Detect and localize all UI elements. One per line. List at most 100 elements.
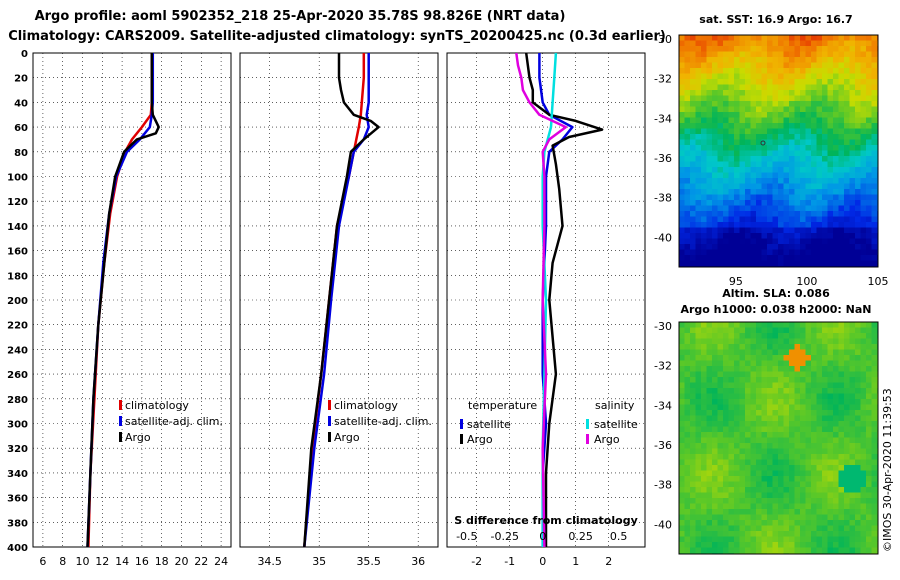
sst-cell xyxy=(695,62,702,69)
sla-cell xyxy=(761,525,768,532)
sla-cell xyxy=(838,333,845,340)
sla-cell xyxy=(723,536,730,543)
sla-cell xyxy=(822,399,829,406)
sla-cell xyxy=(734,371,741,378)
sst-cell xyxy=(844,145,851,152)
sla-cell xyxy=(783,426,790,433)
sst-cell xyxy=(794,123,801,130)
sst-cell xyxy=(756,73,763,80)
sst-cell xyxy=(728,40,735,47)
sst-cell xyxy=(701,128,708,135)
sla-cell xyxy=(728,410,735,417)
sst-cell xyxy=(789,167,796,174)
sst-cell xyxy=(750,161,757,168)
sst-cell xyxy=(723,260,730,267)
sst-cell xyxy=(690,106,697,113)
sla-cell xyxy=(794,547,801,554)
sla-cell xyxy=(838,547,845,554)
sla-cell xyxy=(767,531,774,538)
sla-cell xyxy=(734,536,741,543)
sla-cell xyxy=(706,459,713,466)
sla-cell xyxy=(811,404,818,411)
sla-cell xyxy=(690,492,697,499)
sst-cell xyxy=(855,260,862,267)
sst-cell xyxy=(778,68,785,75)
sst-cell xyxy=(756,95,763,102)
sst-cell xyxy=(866,79,873,86)
sla-cell xyxy=(800,476,807,483)
sla-cell xyxy=(739,432,746,439)
sla-cell xyxy=(767,547,774,554)
sla-cell xyxy=(679,371,686,378)
sla-cell xyxy=(794,344,801,351)
sst-cell xyxy=(690,238,697,245)
sst-cell xyxy=(745,156,752,163)
sla-cell xyxy=(728,421,735,428)
sst-cell xyxy=(838,156,845,163)
sst-cell xyxy=(871,172,878,179)
sla-cell xyxy=(822,344,829,351)
sst-cell xyxy=(761,156,768,163)
sst-cell xyxy=(739,112,746,119)
sst-cell xyxy=(811,189,818,196)
sla-cell xyxy=(811,338,818,345)
sla-cell xyxy=(844,476,851,483)
sst-cell xyxy=(772,172,779,179)
sla-cell xyxy=(783,525,790,532)
sla-cell xyxy=(706,410,713,417)
sst-cell xyxy=(728,216,735,223)
sla-cell xyxy=(866,525,873,532)
sla-cell xyxy=(778,437,785,444)
sla-cell xyxy=(778,487,785,494)
sst-cell xyxy=(701,117,708,124)
sst-cell xyxy=(789,200,796,207)
sla-cell xyxy=(849,382,856,389)
sla-cell xyxy=(855,487,862,494)
sla-cell xyxy=(866,399,873,406)
sst-cell xyxy=(822,79,829,86)
sla-cell xyxy=(712,366,719,373)
sla-cell xyxy=(767,382,774,389)
sla-cell xyxy=(783,333,790,340)
sla-cell xyxy=(794,382,801,389)
sla-cell xyxy=(745,498,752,505)
sla-cell xyxy=(712,399,719,406)
sst-cell xyxy=(734,216,741,223)
sst-cell xyxy=(860,189,867,196)
sla-cell xyxy=(712,338,719,345)
sst-cell xyxy=(734,200,741,207)
sla-cell xyxy=(811,498,818,505)
sst-cell xyxy=(855,84,862,91)
sst-cell xyxy=(728,222,735,229)
sst-cell xyxy=(833,200,840,207)
sst-cell xyxy=(695,46,702,53)
x-tick-label: 14 xyxy=(115,555,129,568)
sla-cell xyxy=(789,448,796,455)
sst-cell xyxy=(712,128,719,135)
sst-cell xyxy=(679,156,686,163)
sst-cell xyxy=(778,134,785,141)
sla-cell xyxy=(728,531,735,538)
sla-cell xyxy=(849,399,856,406)
sla-cell xyxy=(767,322,774,329)
sst-cell xyxy=(778,238,785,245)
sla-cell xyxy=(866,421,873,428)
sla-cell xyxy=(756,520,763,527)
sla-cell xyxy=(684,437,691,444)
sla-cell xyxy=(756,437,763,444)
sst-cell xyxy=(684,211,691,218)
sst-cell xyxy=(800,139,807,146)
sla-cell xyxy=(860,349,867,356)
sla-cell xyxy=(723,410,730,417)
sla-cell xyxy=(706,327,713,334)
sla-cell xyxy=(789,338,796,345)
sst-cell xyxy=(690,57,697,64)
sla-cell xyxy=(855,536,862,543)
sst-cell xyxy=(679,145,686,152)
sst-cell xyxy=(844,244,851,251)
sla-cell xyxy=(838,371,845,378)
sla-cell xyxy=(838,487,845,494)
sst-cell xyxy=(794,178,801,185)
sst-cell xyxy=(805,216,812,223)
sla-cell xyxy=(723,503,730,510)
